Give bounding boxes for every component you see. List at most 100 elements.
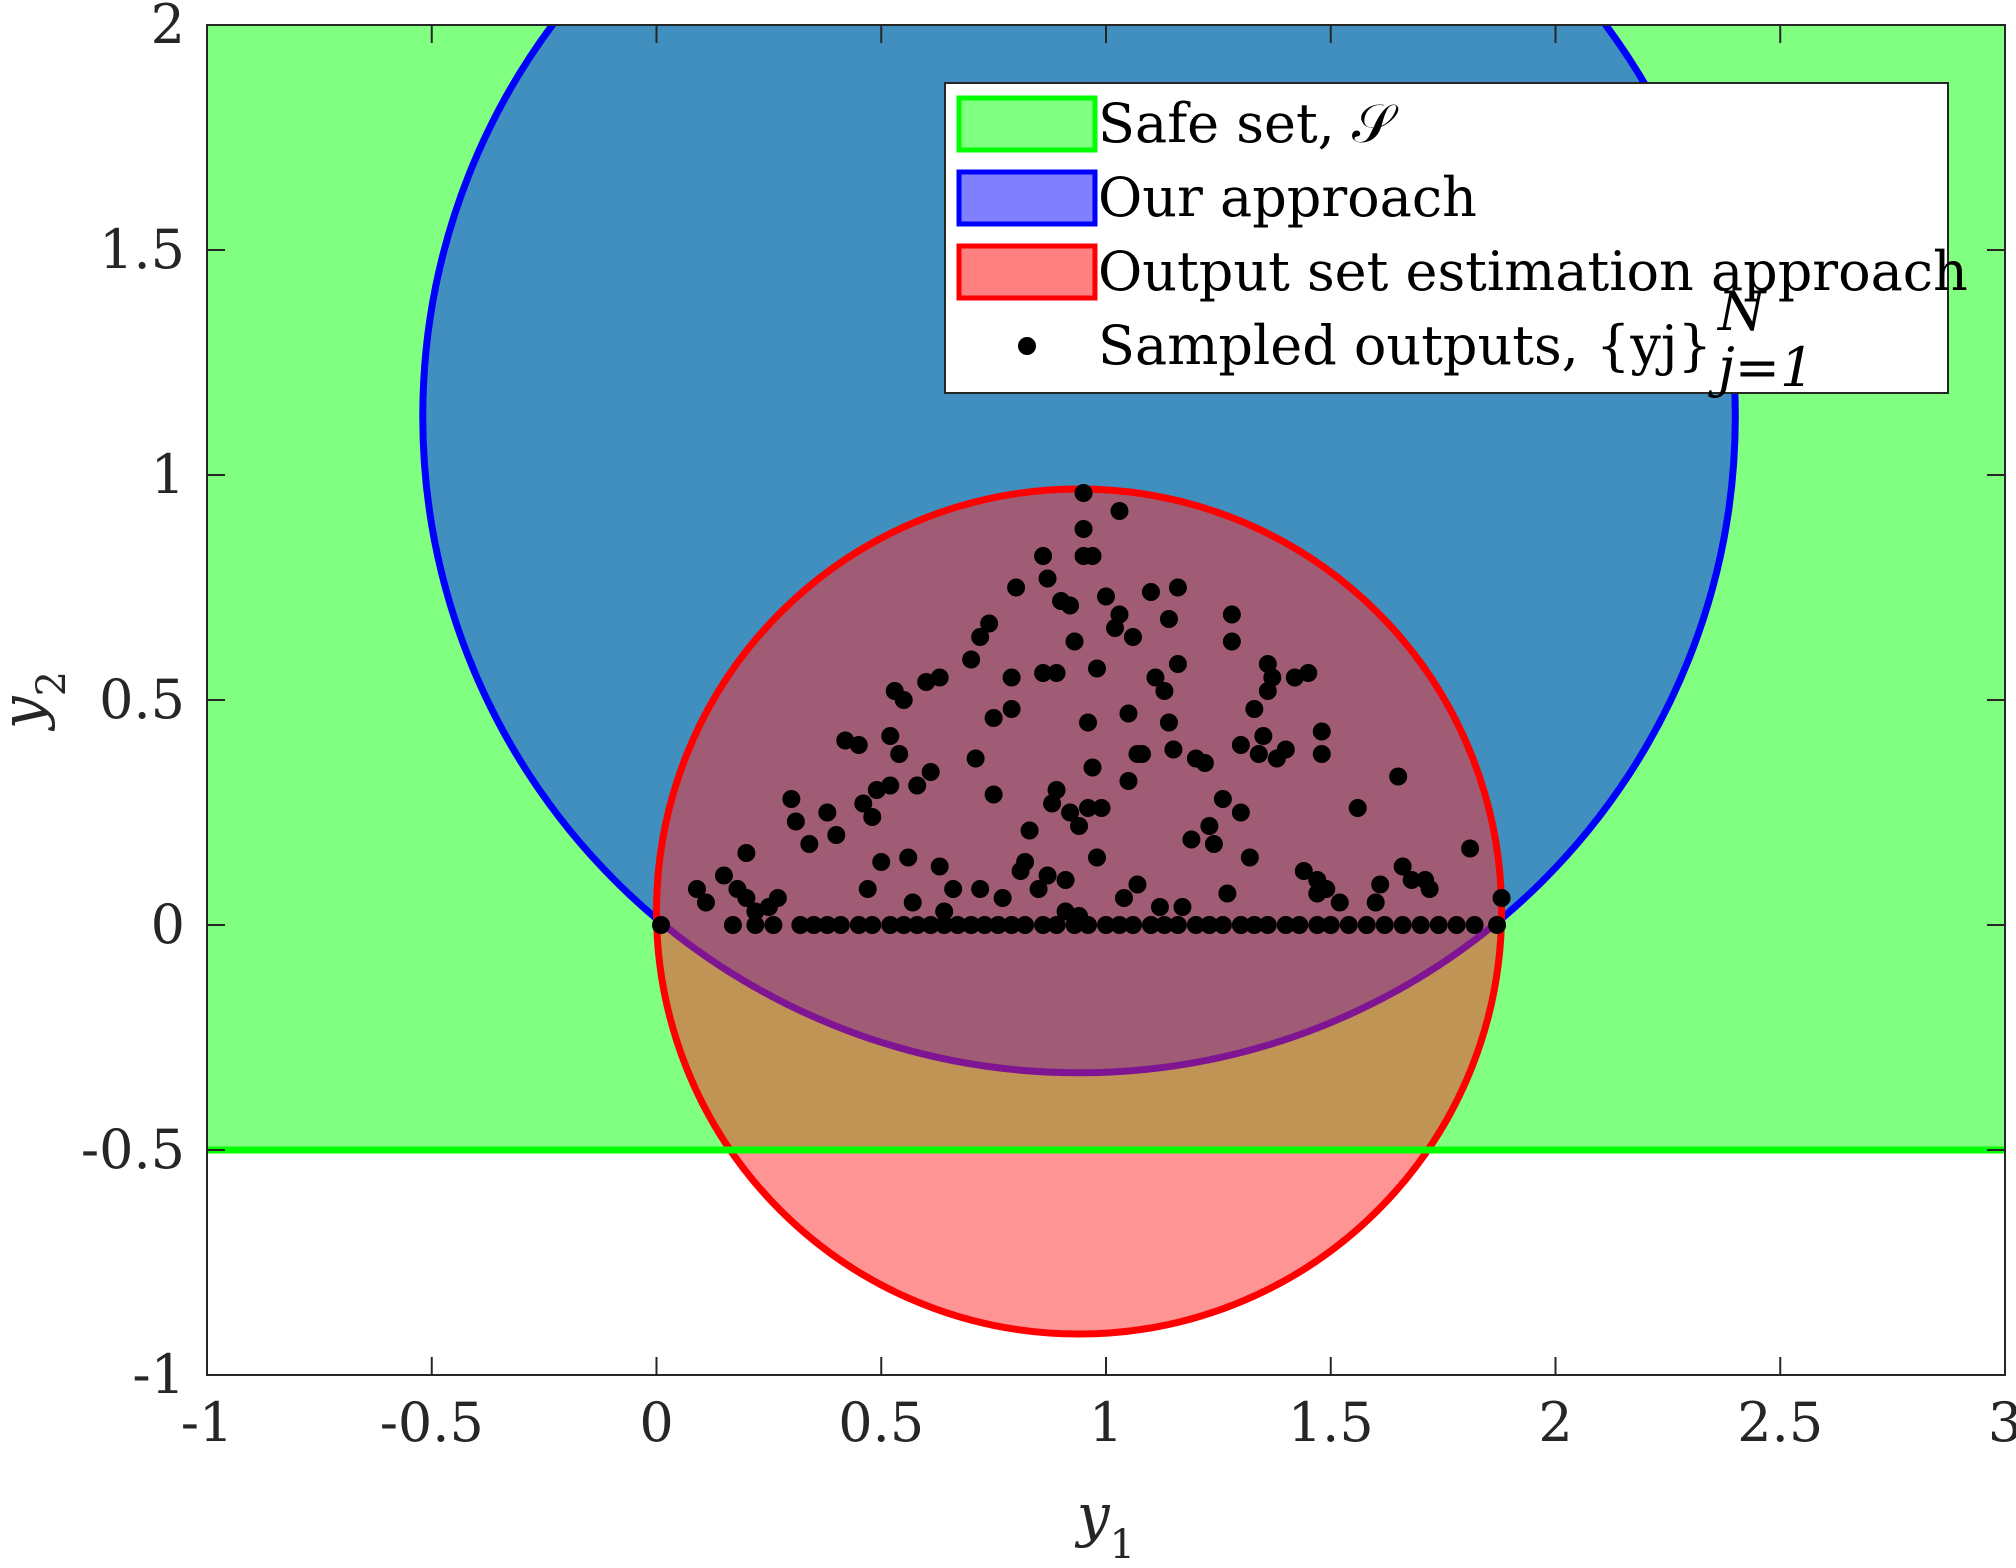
sample-point — [1079, 713, 1098, 732]
sample-point — [849, 736, 868, 754]
sample-point — [1083, 547, 1102, 565]
x-tick-label: 2.5 — [1737, 1391, 1823, 1454]
y-tick-label: 0 — [151, 893, 185, 956]
sample-point — [1222, 632, 1241, 651]
sample-point — [818, 916, 837, 934]
sample-point — [1213, 916, 1232, 934]
sample-point — [714, 866, 733, 885]
sample-point — [818, 803, 837, 822]
y-axis-ticks: -1 -0.5 0 0.5 1 1.5 2 — [81, 0, 2005, 1406]
sample-point — [944, 880, 963, 898]
sample-point — [1047, 664, 1066, 682]
sample-point — [1276, 740, 1295, 759]
x-tick-label: 2 — [1538, 1391, 1572, 1454]
sample-point — [1218, 884, 1237, 903]
x-axis-ticks: -1 -0.5 0 0.5 1 1.5 2 2.5 3 — [181, 25, 2016, 1454]
x-tick-label: 0 — [639, 1391, 673, 1454]
sample-point — [1110, 916, 1129, 934]
legend-swatch — [956, 169, 1098, 227]
sample-point — [1348, 799, 1367, 817]
sample-point — [1065, 632, 1084, 651]
sample-point — [1231, 803, 1250, 822]
sample-point — [1029, 880, 1048, 898]
sample-point — [849, 916, 868, 934]
sample-point — [908, 776, 927, 795]
sample-point — [1038, 569, 1057, 588]
sample-point — [1312, 722, 1331, 741]
sample-point — [1016, 853, 1035, 871]
sample-point — [966, 749, 985, 768]
sample-point — [1200, 916, 1219, 934]
sample-point — [1128, 875, 1147, 894]
sample-point — [1150, 898, 1169, 916]
sample-point — [1092, 799, 1111, 817]
sample-point — [1447, 916, 1466, 934]
x-tick-label: -1 — [181, 1391, 234, 1454]
sample-point — [1020, 821, 1039, 840]
sample-point — [1034, 664, 1053, 682]
legend-swatch — [956, 243, 1098, 301]
sample-point — [1411, 916, 1430, 934]
sample-point — [863, 808, 882, 826]
y-tick-label: 1 — [151, 443, 185, 506]
sample-point — [1079, 799, 1098, 817]
sample-point — [1308, 916, 1327, 934]
sample-point — [899, 848, 918, 867]
sample-point — [737, 889, 756, 907]
sample-point — [921, 916, 940, 934]
sample-point — [894, 691, 913, 709]
sample-point — [993, 889, 1012, 907]
y-tick-label: -0.5 — [81, 1118, 185, 1181]
sample-point — [1043, 794, 1062, 813]
sample-point — [1065, 916, 1084, 934]
sample-point — [890, 745, 909, 763]
y-tick-label: 2 — [151, 0, 185, 56]
x-tick-label: 1 — [1089, 1391, 1123, 1454]
sample-point — [1097, 916, 1115, 934]
sample-point — [1074, 484, 1093, 502]
sample-point — [1258, 682, 1277, 700]
sample-point — [1168, 916, 1187, 934]
sample-point — [1465, 916, 1484, 934]
sample-point — [1070, 817, 1089, 835]
sample-point — [1141, 583, 1160, 601]
sample-point — [1114, 889, 1133, 907]
sample-point — [1294, 862, 1313, 880]
sample-point — [1088, 848, 1107, 867]
sample-point — [827, 826, 846, 844]
sample-point — [971, 880, 990, 898]
x-tick-label: 1.5 — [1288, 1391, 1374, 1454]
sample-point — [1240, 848, 1259, 867]
sample-point — [1088, 659, 1107, 678]
sample-point — [1110, 605, 1129, 624]
sample-point — [872, 853, 891, 871]
sample-point — [1420, 880, 1439, 898]
sample-point — [1245, 700, 1264, 718]
sample-point — [980, 614, 999, 633]
sample-point — [989, 916, 1008, 934]
sample-point — [854, 794, 873, 813]
sample-point — [1034, 547, 1053, 565]
sample-point — [786, 812, 805, 831]
sample-point — [1155, 682, 1174, 700]
sample-point — [1254, 727, 1273, 745]
sample-point — [930, 857, 949, 876]
sample-point — [1056, 871, 1075, 889]
sample-point — [1146, 668, 1165, 687]
x-tick-label: -0.5 — [380, 1391, 484, 1454]
sample-point — [1079, 916, 1098, 934]
sample-point — [930, 668, 949, 687]
sample-point — [1195, 754, 1214, 772]
sample-point — [1186, 916, 1205, 934]
sample-point — [1402, 871, 1421, 889]
sample-point — [1222, 605, 1241, 624]
sample-point — [984, 709, 1003, 727]
legend-entry-label: Output set estimation approach — [1098, 240, 1968, 303]
sample-point — [1038, 866, 1057, 885]
legend-box — [944, 82, 1949, 394]
legend-entry-label: Sampled outputs, {yj} — [1098, 314, 1712, 377]
y-tick-label: 1.5 — [99, 218, 185, 281]
legend-swatch — [956, 95, 1098, 153]
sample-point — [1204, 835, 1223, 853]
